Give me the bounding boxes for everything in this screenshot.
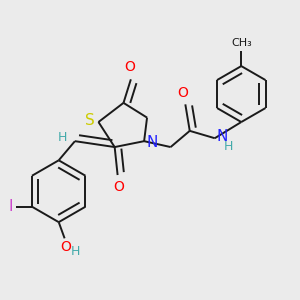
Text: O: O: [124, 60, 135, 74]
Text: H: H: [58, 131, 68, 144]
Text: S: S: [85, 113, 95, 128]
Text: CH₃: CH₃: [231, 38, 252, 48]
Text: H: H: [224, 140, 234, 153]
Text: N: N: [146, 135, 158, 150]
Text: O: O: [178, 86, 188, 100]
Text: I: I: [8, 199, 13, 214]
Text: O: O: [61, 240, 71, 254]
Text: O: O: [114, 180, 124, 194]
Text: N: N: [216, 129, 228, 144]
Text: H: H: [71, 245, 80, 258]
